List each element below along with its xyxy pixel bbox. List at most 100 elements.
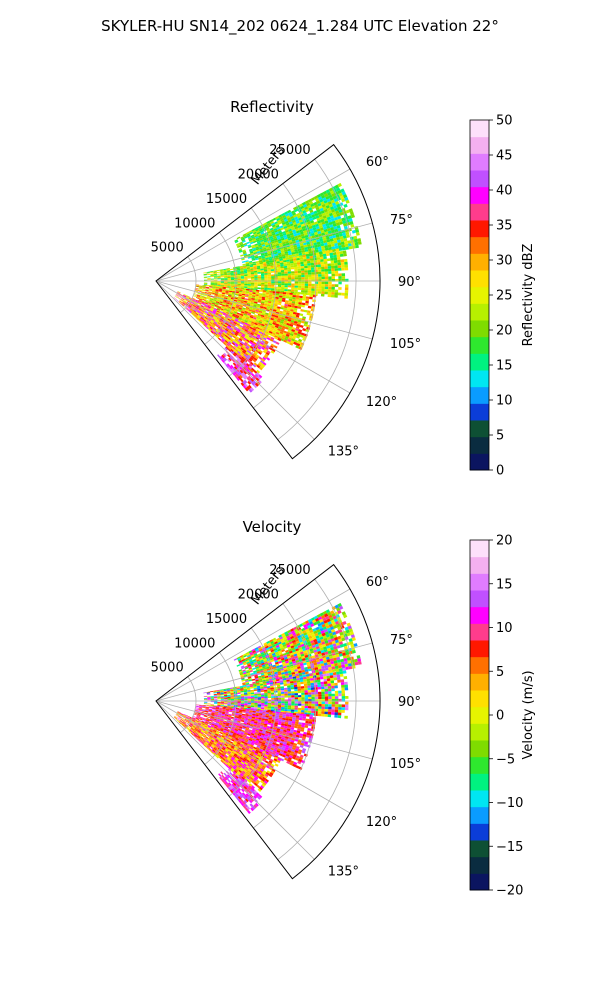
echo-cell xyxy=(213,276,218,278)
echo-cell xyxy=(289,652,294,656)
echo-cell xyxy=(260,253,265,256)
echo-cell xyxy=(274,643,279,647)
echo-cell xyxy=(291,656,295,660)
echo-cell xyxy=(188,305,192,308)
echo-cell xyxy=(293,626,298,631)
echo-cell xyxy=(251,698,255,700)
echo-cell xyxy=(220,704,225,706)
echo-cell xyxy=(298,297,303,301)
echo-cell xyxy=(260,706,265,708)
echo-cell xyxy=(221,304,226,307)
echo-cell xyxy=(314,274,319,277)
echo-cell xyxy=(222,303,226,306)
echo-cell xyxy=(247,695,251,698)
echo-cell xyxy=(257,268,261,271)
echo-cell xyxy=(337,635,342,640)
echo-cell xyxy=(328,221,333,226)
echo-cell xyxy=(321,271,325,275)
echo-cell xyxy=(269,647,274,651)
echo-cell xyxy=(261,664,266,667)
echo-cell xyxy=(299,203,304,208)
echo-cell xyxy=(256,328,260,331)
echo-cell xyxy=(237,284,241,287)
echo-cell xyxy=(285,633,290,637)
echo-cell xyxy=(271,348,276,353)
echo-cell xyxy=(302,228,307,232)
echo-cell xyxy=(261,701,265,703)
echo-cell xyxy=(179,294,183,296)
echo-cell xyxy=(264,281,268,283)
echo-cell xyxy=(203,318,207,322)
echo-cell xyxy=(207,324,211,327)
echo-cell xyxy=(198,309,202,312)
echo-cell xyxy=(323,208,328,213)
echo-cell xyxy=(267,301,272,304)
echo-cell xyxy=(216,323,220,327)
echo-cell xyxy=(301,694,305,698)
echo-cell xyxy=(301,690,305,693)
colorbar-tick-label: 25 xyxy=(496,289,513,304)
echo-cell xyxy=(249,263,254,266)
echo-cell xyxy=(253,324,258,327)
echo-cell xyxy=(206,272,211,274)
echo-cell xyxy=(203,294,208,297)
echo-cell xyxy=(264,661,268,665)
echo-cell xyxy=(312,227,317,231)
echo-cell xyxy=(334,604,339,609)
echo-cell xyxy=(309,201,314,205)
echo-cell xyxy=(257,272,261,274)
echo-cell xyxy=(297,644,302,649)
echo-cell xyxy=(271,222,275,226)
echo-cell xyxy=(283,309,287,313)
echo-cell xyxy=(221,306,225,309)
echo-cell xyxy=(280,227,285,231)
echo-cell xyxy=(247,298,252,301)
echo-cell xyxy=(256,325,261,329)
echo-cell xyxy=(317,622,322,627)
echo-cell xyxy=(195,285,200,287)
echo-cell xyxy=(316,241,321,245)
echo-cell xyxy=(218,321,222,324)
echo-cell xyxy=(292,632,297,636)
echo-cell xyxy=(221,359,225,363)
echo-cell xyxy=(284,701,288,704)
echo-cell xyxy=(271,274,275,277)
echo-cell xyxy=(289,261,294,264)
echo-cell xyxy=(269,655,274,659)
echo-cell xyxy=(288,298,293,302)
echo-cell xyxy=(254,297,259,300)
echo-cell xyxy=(323,217,328,222)
echo-cell xyxy=(256,660,261,664)
echo-cell xyxy=(321,708,325,712)
echo-cell xyxy=(210,273,214,275)
echo-cell xyxy=(258,312,262,315)
echo-cell xyxy=(225,321,230,325)
echo-cell xyxy=(299,649,304,653)
echo-cell xyxy=(293,224,298,228)
echo-cell xyxy=(258,293,263,296)
echo-cell xyxy=(294,266,298,270)
echo-cell xyxy=(254,285,258,288)
echo-cell xyxy=(278,300,282,304)
echo-cell xyxy=(314,264,318,268)
echo-cell xyxy=(243,313,248,316)
echo-cell xyxy=(224,297,228,300)
echo-cell xyxy=(337,206,342,211)
echo-cell xyxy=(213,309,217,312)
echo-cell xyxy=(264,340,269,344)
echo-cell xyxy=(331,286,335,290)
echo-cell xyxy=(255,294,259,297)
echo-cell xyxy=(289,714,293,717)
echo-cell xyxy=(220,275,224,277)
echo-cell xyxy=(202,287,206,289)
echo-cell xyxy=(237,283,241,286)
echo-cell xyxy=(251,237,256,241)
echo-cell xyxy=(344,240,348,245)
echo-cell xyxy=(353,658,358,663)
echo-cell xyxy=(262,318,267,322)
echo-cell xyxy=(246,302,251,306)
echo-cell xyxy=(253,264,257,267)
echo-cell xyxy=(198,319,202,323)
echo-cell xyxy=(189,304,193,307)
echo-cell xyxy=(344,261,348,265)
